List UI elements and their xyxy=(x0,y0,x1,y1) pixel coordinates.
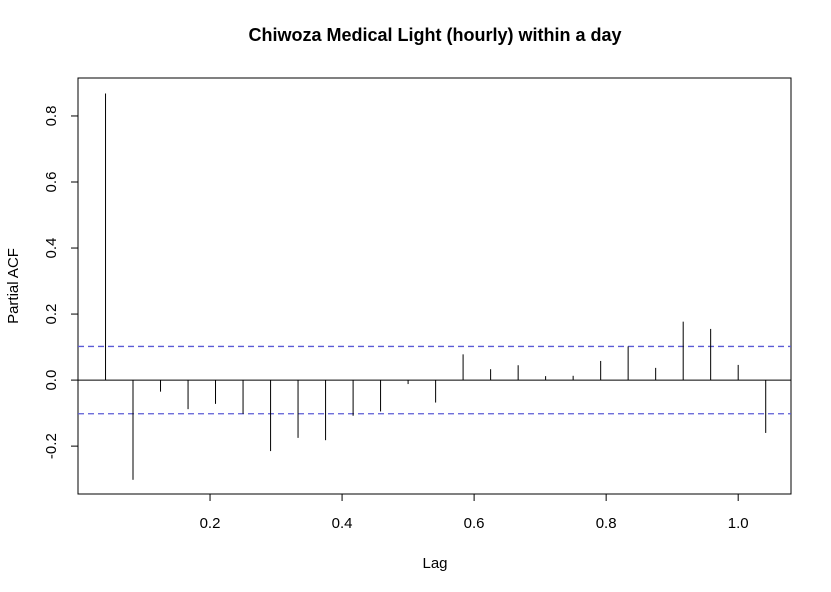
x-tick-label: 0.2 xyxy=(200,515,221,532)
x-tick-label: 0.4 xyxy=(332,515,353,532)
x-axis: 0.2 0.4 0.6 0.8 1.0 xyxy=(200,493,749,532)
chart-title: Chiwoza Medical Light (hourly) within a … xyxy=(248,25,621,45)
y-tick-label: 0.8 xyxy=(43,106,60,127)
y-tick-label: 0.2 xyxy=(43,304,60,325)
y-tick-label: 0.0 xyxy=(43,370,60,391)
x-axis-label: Lag xyxy=(422,555,447,572)
y-tick-label: -0.2 xyxy=(43,433,60,459)
y-axis-label: Partial ACF xyxy=(5,248,22,324)
plot-frame xyxy=(77,77,792,495)
y-tick-label: 0.6 xyxy=(43,172,60,193)
confidence-bounds xyxy=(78,345,791,415)
pacf-bars xyxy=(105,93,767,480)
x-tick-label: 0.8 xyxy=(596,515,617,532)
y-axis: -0.2 0.0 0.2 0.4 0.6 0.8 xyxy=(43,106,79,459)
x-tick-label: 1.0 xyxy=(728,515,749,532)
x-tick-label: 0.6 xyxy=(464,515,485,532)
y-tick-label: 0.4 xyxy=(43,238,60,259)
